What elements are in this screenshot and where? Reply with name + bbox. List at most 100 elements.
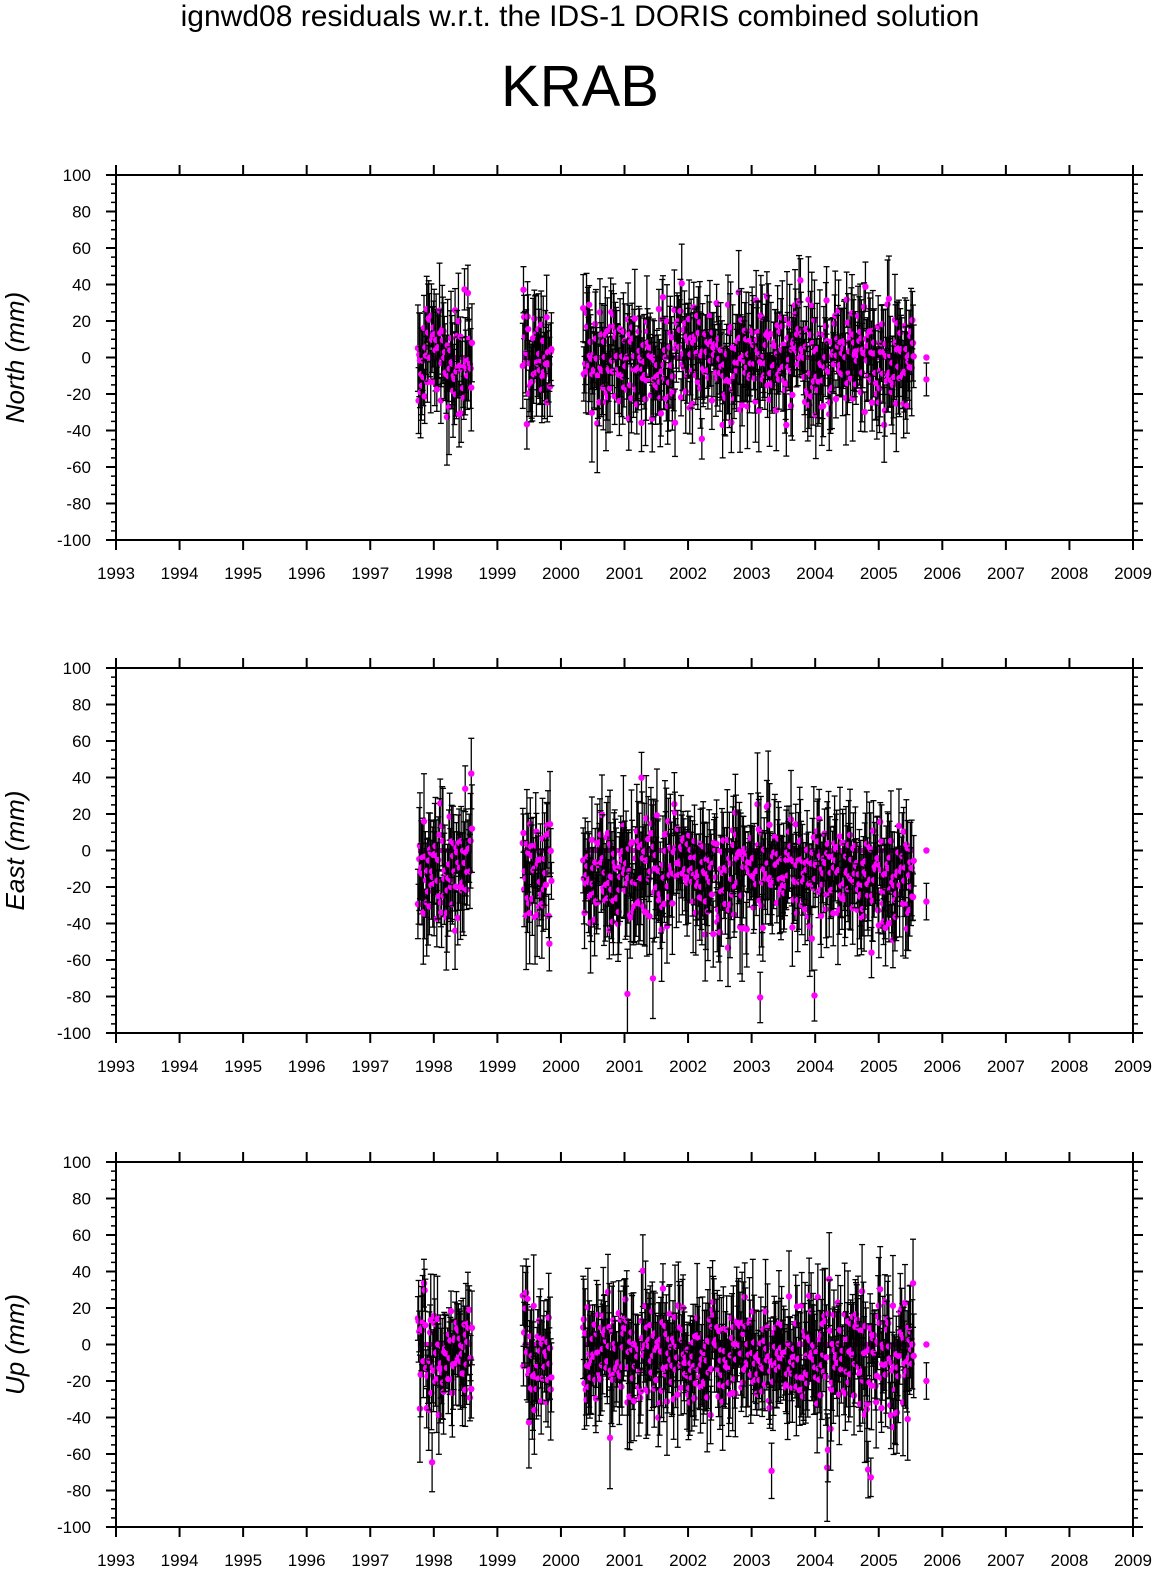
x-tick-label: 2005 bbox=[860, 1057, 898, 1076]
x-tick-label: 2001 bbox=[606, 1057, 644, 1076]
residual-point bbox=[727, 860, 734, 867]
x-tick-label: 2004 bbox=[796, 564, 834, 583]
y-axis-label: East (mm) bbox=[0, 791, 30, 911]
residual-point bbox=[525, 900, 533, 907]
residual-point bbox=[813, 859, 820, 866]
residual-point bbox=[415, 901, 422, 908]
north-panel: 1993 1994 1995 1996 1997 1998 1999 2000 2001 2002… bbox=[0, 165, 1152, 583]
residual-point bbox=[756, 994, 764, 1001]
y-tick-label: -60 bbox=[66, 951, 91, 970]
y-tick-label: -40 bbox=[66, 422, 91, 441]
residual-point bbox=[766, 821, 773, 828]
x-tick-label: 2008 bbox=[1051, 564, 1089, 583]
residual-point bbox=[830, 910, 837, 917]
residual-point bbox=[624, 990, 631, 998]
residual-point bbox=[875, 399, 883, 406]
y-tick-label: 40 bbox=[72, 769, 91, 788]
residual-point bbox=[436, 831, 443, 839]
residual-point bbox=[677, 394, 685, 401]
residual-point bbox=[789, 391, 796, 399]
residual-point bbox=[836, 833, 844, 840]
residual-point bbox=[820, 402, 827, 410]
residual-point bbox=[461, 785, 469, 792]
residual-point bbox=[789, 924, 796, 931]
x-tick-label: 2002 bbox=[669, 1057, 707, 1076]
residual-point bbox=[582, 368, 590, 375]
residual-point bbox=[424, 888, 432, 895]
residual-point bbox=[440, 327, 447, 335]
x-tick-label: 2007 bbox=[987, 564, 1025, 583]
residual-point bbox=[588, 409, 596, 416]
residual-point bbox=[546, 940, 553, 947]
residual-point bbox=[846, 831, 854, 839]
x-tick-label: 2005 bbox=[860, 564, 898, 583]
residual-point bbox=[743, 926, 750, 933]
residual-point bbox=[468, 825, 476, 832]
y-tick-label: 80 bbox=[72, 696, 91, 715]
residual-point bbox=[546, 383, 554, 390]
residual-point bbox=[433, 386, 441, 393]
residual-point bbox=[645, 835, 652, 843]
residual-point bbox=[625, 845, 632, 852]
residual-point bbox=[723, 867, 730, 874]
residual-point bbox=[758, 902, 765, 909]
x-tick-label: 2003 bbox=[733, 1057, 771, 1076]
residual-point bbox=[787, 816, 795, 823]
residual-point bbox=[675, 343, 683, 351]
residual-point bbox=[730, 911, 738, 918]
residual-point bbox=[897, 329, 904, 337]
y-tick-label: 0 bbox=[82, 349, 91, 368]
residual-point bbox=[822, 905, 830, 913]
residual-point bbox=[861, 408, 868, 416]
residual-point bbox=[823, 297, 830, 304]
chart-title: ignwd08 residuals w.r.t. the IDS-1 DORIS… bbox=[180, 0, 980, 33]
x-tick-label: 2007 bbox=[987, 1057, 1025, 1076]
y-tick-label: 20 bbox=[72, 805, 91, 824]
residual-point bbox=[726, 378, 733, 385]
residual-point bbox=[870, 339, 878, 346]
residual-point bbox=[819, 881, 826, 888]
residual-point bbox=[698, 435, 706, 443]
x-tick-label: 2009 bbox=[1114, 564, 1152, 583]
residual-point bbox=[732, 809, 739, 816]
x-tick-label: 2004 bbox=[796, 1057, 834, 1076]
residual-point bbox=[811, 316, 818, 324]
x-tick-label: 1994 bbox=[161, 1057, 199, 1076]
residual-point bbox=[655, 305, 663, 313]
residual-point bbox=[627, 914, 634, 921]
y-tick-label: -100 bbox=[57, 1024, 91, 1043]
residual-point bbox=[420, 818, 428, 825]
residual-point bbox=[640, 341, 647, 349]
residual-point bbox=[546, 820, 554, 828]
y-tick-label: -20 bbox=[66, 878, 91, 897]
residual-point bbox=[646, 913, 653, 920]
y-tick-label: 60 bbox=[72, 732, 91, 751]
y-tick-label: 60 bbox=[72, 239, 91, 258]
residual-point bbox=[669, 900, 676, 907]
y-tick-label: -80 bbox=[66, 988, 91, 1007]
residual-point bbox=[658, 926, 665, 933]
residual-point bbox=[659, 293, 667, 301]
residual-point bbox=[801, 373, 808, 381]
y-tick-label: -40 bbox=[66, 915, 91, 934]
residual-point bbox=[638, 774, 645, 781]
residual-point bbox=[437, 899, 445, 906]
x-tick-label: 2009 bbox=[1114, 1057, 1152, 1076]
residual-point bbox=[653, 812, 661, 819]
residual-point bbox=[524, 313, 531, 320]
residual-point bbox=[728, 419, 735, 426]
y-tick-label: -80 bbox=[66, 495, 91, 514]
residual-point bbox=[811, 992, 818, 999]
y-tick-label: 100 bbox=[63, 659, 91, 678]
residual-point bbox=[647, 868, 654, 875]
residual-point bbox=[712, 874, 720, 881]
residual-point bbox=[903, 402, 911, 409]
residual-point bbox=[749, 329, 757, 336]
residual-point bbox=[858, 369, 866, 376]
residual-point bbox=[526, 909, 533, 917]
residual-point bbox=[716, 929, 724, 936]
data-points bbox=[414, 243, 930, 474]
residual-point bbox=[860, 303, 868, 311]
station-name: KRAB bbox=[501, 54, 659, 119]
east-panel: 1993 1994 1995 1996 1997 1998 1999 2000 2001 2002… bbox=[0, 658, 1152, 1076]
